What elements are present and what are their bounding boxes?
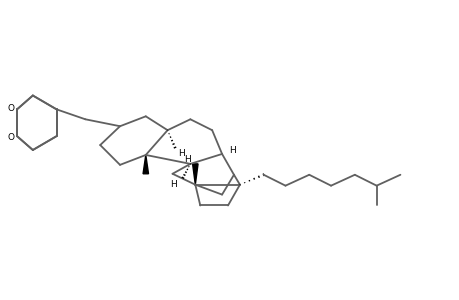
Polygon shape	[192, 164, 198, 185]
Polygon shape	[143, 155, 148, 174]
Text: H: H	[229, 146, 236, 154]
Text: H: H	[178, 149, 185, 158]
Text: H: H	[184, 155, 191, 164]
Text: O: O	[7, 104, 15, 113]
Text: O: O	[7, 133, 15, 142]
Text: H: H	[170, 180, 177, 189]
